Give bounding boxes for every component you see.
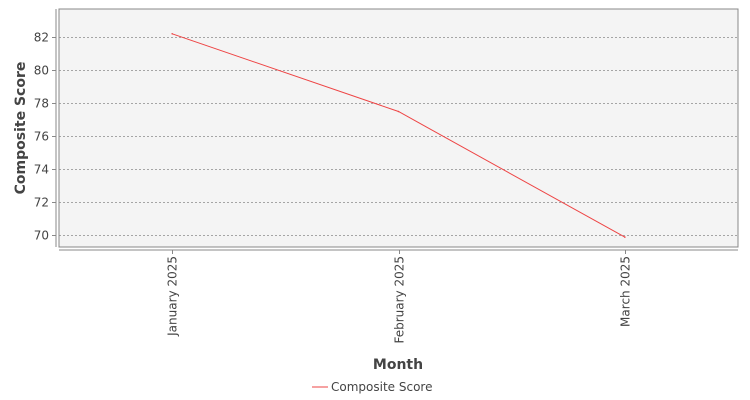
y-tick-label-76: 76 bbox=[34, 130, 49, 144]
y-tick-label-82: 82 bbox=[34, 31, 49, 45]
plot-frame bbox=[58, 8, 739, 248]
y-tick-label-78: 78 bbox=[34, 97, 49, 111]
y-tick-label-72: 72 bbox=[34, 196, 49, 210]
data-point-0 bbox=[171, 33, 173, 35]
x-tick-label-january-2025: January 2025 bbox=[166, 256, 180, 337]
x-axis-ticks: January 2025 February 2025 March 2025 bbox=[166, 250, 633, 344]
grid-lines bbox=[59, 37, 738, 236]
x-tick-label-march-2025: March 2025 bbox=[619, 256, 633, 327]
y-axis-title: Composite Score bbox=[13, 62, 29, 195]
y-tick-label-80: 80 bbox=[34, 64, 49, 78]
y-tick-label-74: 74 bbox=[34, 163, 49, 177]
y-axis-ticks: 70 72 74 76 78 80 82 bbox=[34, 31, 56, 243]
legend: Composite Score bbox=[312, 380, 432, 394]
plot-area bbox=[59, 9, 738, 247]
y-tick-label-70: 70 bbox=[34, 229, 49, 243]
data-point-2 bbox=[624, 236, 626, 238]
x-tick-label-february-2025: February 2025 bbox=[393, 256, 407, 344]
x-axis-title: Month bbox=[373, 357, 423, 373]
legend-label-composite-score: Composite Score bbox=[331, 380, 432, 394]
data-point-1 bbox=[397, 110, 400, 113]
series-layer bbox=[171, 33, 626, 238]
